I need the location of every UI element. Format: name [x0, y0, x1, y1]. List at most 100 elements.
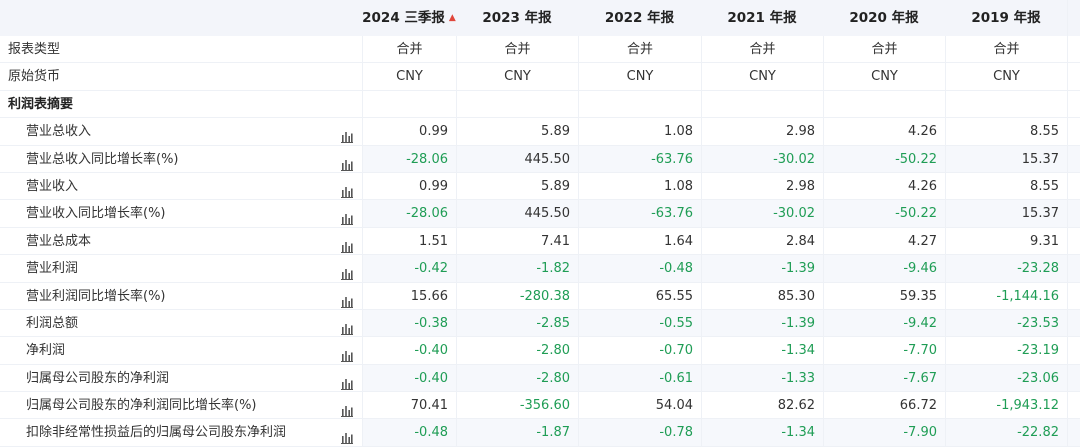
column-header-1[interactable]: 2024 三季报 ▲	[362, 10, 456, 26]
value-cell: 70.41	[362, 392, 456, 419]
row-spacer	[1067, 36, 1080, 63]
value-cell: -0.48	[578, 255, 701, 282]
bar-chart-icon[interactable]	[341, 208, 353, 226]
column-header-5[interactable]: 2020 年报	[849, 10, 919, 26]
value-cell: -0.70	[578, 337, 701, 364]
row-label: 利润表摘要	[8, 96, 74, 112]
column-header-2[interactable]: 2023 年报	[482, 10, 552, 26]
info-cell: 合并	[823, 36, 945, 63]
bar-chart-icon[interactable]	[341, 318, 353, 335]
value-cell: -1.33	[701, 364, 823, 392]
bar-chart-icon[interactable]	[341, 126, 353, 144]
row-spacer	[1067, 255, 1080, 282]
row-spacer	[1067, 364, 1080, 392]
value-cell: -1.82	[456, 255, 578, 282]
value-cell: -0.78	[578, 419, 701, 446]
column-header-3[interactable]: 2022 年报	[604, 10, 675, 26]
section-row: 利润表摘要	[0, 90, 1080, 119]
row-spacer	[1067, 63, 1080, 90]
bar-chart-icon[interactable]	[341, 154, 353, 171]
row-spacer	[1067, 392, 1080, 419]
bar-chart-icon[interactable]	[341, 236, 353, 253]
value-cell	[456, 90, 578, 118]
value-cell: -7.90	[823, 419, 945, 446]
value-cell: 9.31	[945, 227, 1067, 255]
bar-chart-icon[interactable]	[341, 400, 353, 418]
value-cell: -9.42	[823, 309, 945, 337]
bar-chart-icon[interactable]	[341, 373, 353, 390]
bar-chart-icon[interactable]	[341, 181, 353, 198]
value-cell: -1.34	[701, 419, 823, 446]
value-cell: -356.60	[456, 392, 578, 419]
value-cell: 15.37	[945, 200, 1067, 227]
data-row: 归属母公司股东的净利润 -0.40 -2.80 -0.61 -1.33 -7.67 -23.…	[0, 364, 1080, 393]
row-spacer	[1067, 118, 1080, 145]
value-cell: 66.72	[823, 392, 945, 419]
data-row: 净利润 -0.40 -2.80 -0.70 -1.34 -7.70 -23.19	[0, 337, 1080, 365]
value-cell: -1.34	[701, 337, 823, 364]
data-row: 营业总收入 0.99 5.89 1.08 2.98 4.26 8.55	[0, 118, 1080, 146]
bar-chart-icon[interactable]	[341, 345, 353, 363]
value-cell: -1.39	[701, 255, 823, 282]
value-cell: 4.27	[823, 227, 945, 255]
data-row: 归属母公司股东的净利润同比增长率(%) 70.41 -356.60 54.04 82.6…	[0, 392, 1080, 420]
header-blank	[0, 0, 362, 36]
row-spacer	[1067, 90, 1080, 118]
value-cell: 85.30	[701, 282, 823, 309]
value-cell	[578, 90, 701, 118]
value-cell: 5.89	[456, 118, 578, 145]
bar-chart-icon[interactable]	[341, 427, 353, 445]
value-cell: -1,144.16	[945, 282, 1067, 309]
value-cell	[701, 90, 823, 118]
row-label: 营业利润同比增长率(%)	[0, 283, 362, 309]
info-cell: 合并	[945, 36, 1067, 63]
info-cell: CNY	[362, 63, 456, 90]
value-cell: 445.50	[456, 200, 578, 227]
data-row: 营业总成本 1.51 7.41 1.64 2.84 4.27 9.31	[0, 227, 1080, 256]
value-cell: 8.55	[945, 118, 1067, 145]
value-cell: 0.99	[362, 172, 456, 200]
row-label: 营业利润	[0, 255, 362, 281]
row-label: 营业总成本	[0, 228, 362, 254]
value-cell: 1.08	[578, 118, 701, 145]
value-cell: 15.37	[945, 145, 1067, 172]
row-spacer	[1067, 282, 1080, 309]
value-cell: 82.62	[701, 392, 823, 419]
row-label: 原始货币	[8, 69, 61, 85]
value-cell: -22.82	[945, 419, 1067, 446]
row-spacer	[1067, 419, 1080, 446]
value-cell: 4.26	[823, 172, 945, 200]
value-cell: -23.06	[945, 364, 1067, 392]
value-cell: -30.02	[701, 145, 823, 172]
column-header-6[interactable]: 2019 年报	[971, 10, 1041, 26]
value-cell: 59.35	[823, 282, 945, 309]
column-header-4[interactable]: 2021 年报	[727, 10, 797, 26]
info-cell: 合并	[701, 36, 823, 63]
value-cell: -2.80	[456, 337, 578, 364]
row-spacer	[1067, 145, 1080, 172]
value-cell: 54.04	[578, 392, 701, 419]
value-cell: 445.50	[456, 145, 578, 172]
value-cell: -1.87	[456, 419, 578, 446]
data-row: 营业利润同比增长率(%) 15.66 -280.38 65.55 85.30 59.35-…	[0, 282, 1080, 310]
value-cell: -50.22	[823, 145, 945, 172]
row-label: 归属母公司股东的净利润	[0, 365, 362, 391]
row-label: 扣除非经常性损益后的归属母公司股东净利润	[0, 419, 362, 445]
row-spacer	[1067, 200, 1080, 227]
value-cell: -7.70	[823, 337, 945, 364]
value-cell: -0.61	[578, 364, 701, 392]
data-row: 利润总额 -0.38 -2.85 -0.55 -1.39 -9.42 -23.53	[0, 309, 1080, 338]
bar-chart-icon[interactable]	[341, 291, 353, 308]
data-row: 扣除非经常性损益后的归属母公司股东净利润 -0.48 -1.87 -0.78 -1.34…	[0, 419, 1080, 447]
value-cell: 0.99	[362, 118, 456, 145]
bar-chart-icon[interactable]	[341, 263, 353, 281]
value-cell	[945, 90, 1067, 118]
info-cell: CNY	[456, 63, 578, 90]
value-cell: -63.76	[578, 145, 701, 172]
value-cell: -0.48	[362, 419, 456, 446]
row-label: 营业总收入	[0, 118, 362, 144]
info-cell: 合并	[578, 36, 701, 63]
value-cell: 2.98	[701, 118, 823, 145]
value-cell: -23.19	[945, 337, 1067, 364]
